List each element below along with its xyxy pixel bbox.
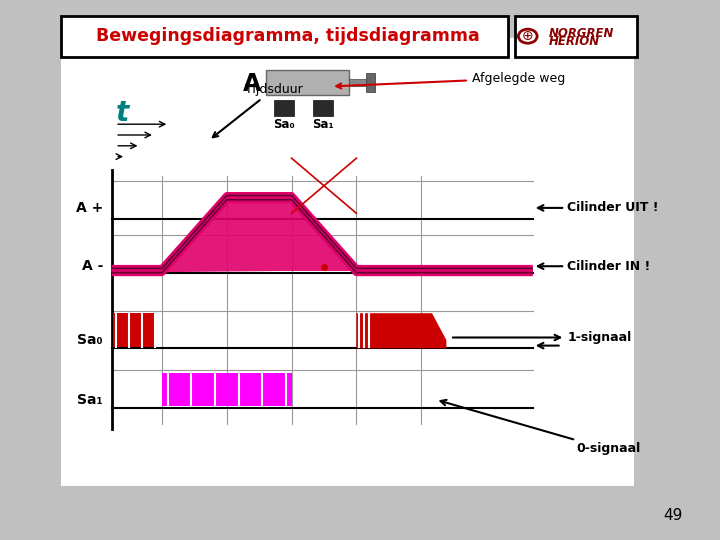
Text: Sa₀: Sa₀ — [273, 118, 294, 131]
Text: ⊕: ⊕ — [522, 29, 534, 43]
Text: Cilinder UIT !: Cilinder UIT ! — [567, 201, 659, 214]
Bar — [313, 100, 333, 116]
Text: Afgelegde weg: Afgelegde weg — [336, 72, 565, 89]
Bar — [61, 38, 634, 486]
Text: Sa₁: Sa₁ — [77, 393, 103, 407]
Text: A: A — [243, 72, 261, 96]
Text: Bewegingsdiagramma, tijdsdiagramma: Bewegingsdiagramma, tijdsdiagramma — [96, 27, 480, 45]
Text: Cilinder IN !: Cilinder IN ! — [567, 260, 651, 273]
Text: Tijdsduur: Tijdsduur — [213, 83, 302, 137]
Bar — [515, 16, 637, 57]
Text: t: t — [116, 99, 129, 127]
Text: HERION: HERION — [549, 35, 600, 48]
Bar — [266, 70, 349, 94]
Text: A -: A - — [81, 259, 103, 273]
Bar — [349, 79, 367, 86]
Bar — [61, 16, 508, 57]
Bar — [366, 73, 375, 92]
Text: Sa₁: Sa₁ — [312, 118, 334, 131]
Polygon shape — [112, 195, 533, 273]
Text: A +: A + — [76, 201, 103, 215]
Text: 49: 49 — [664, 508, 683, 523]
Text: 1-signaal: 1-signaal — [567, 331, 631, 344]
Bar — [113, 313, 156, 347]
Text: NORGREN: NORGREN — [549, 27, 614, 40]
Text: Sa₀: Sa₀ — [78, 333, 103, 347]
Polygon shape — [356, 313, 446, 348]
Bar — [162, 373, 292, 406]
Text: 0-signaal: 0-signaal — [576, 442, 640, 455]
Bar — [274, 100, 294, 116]
